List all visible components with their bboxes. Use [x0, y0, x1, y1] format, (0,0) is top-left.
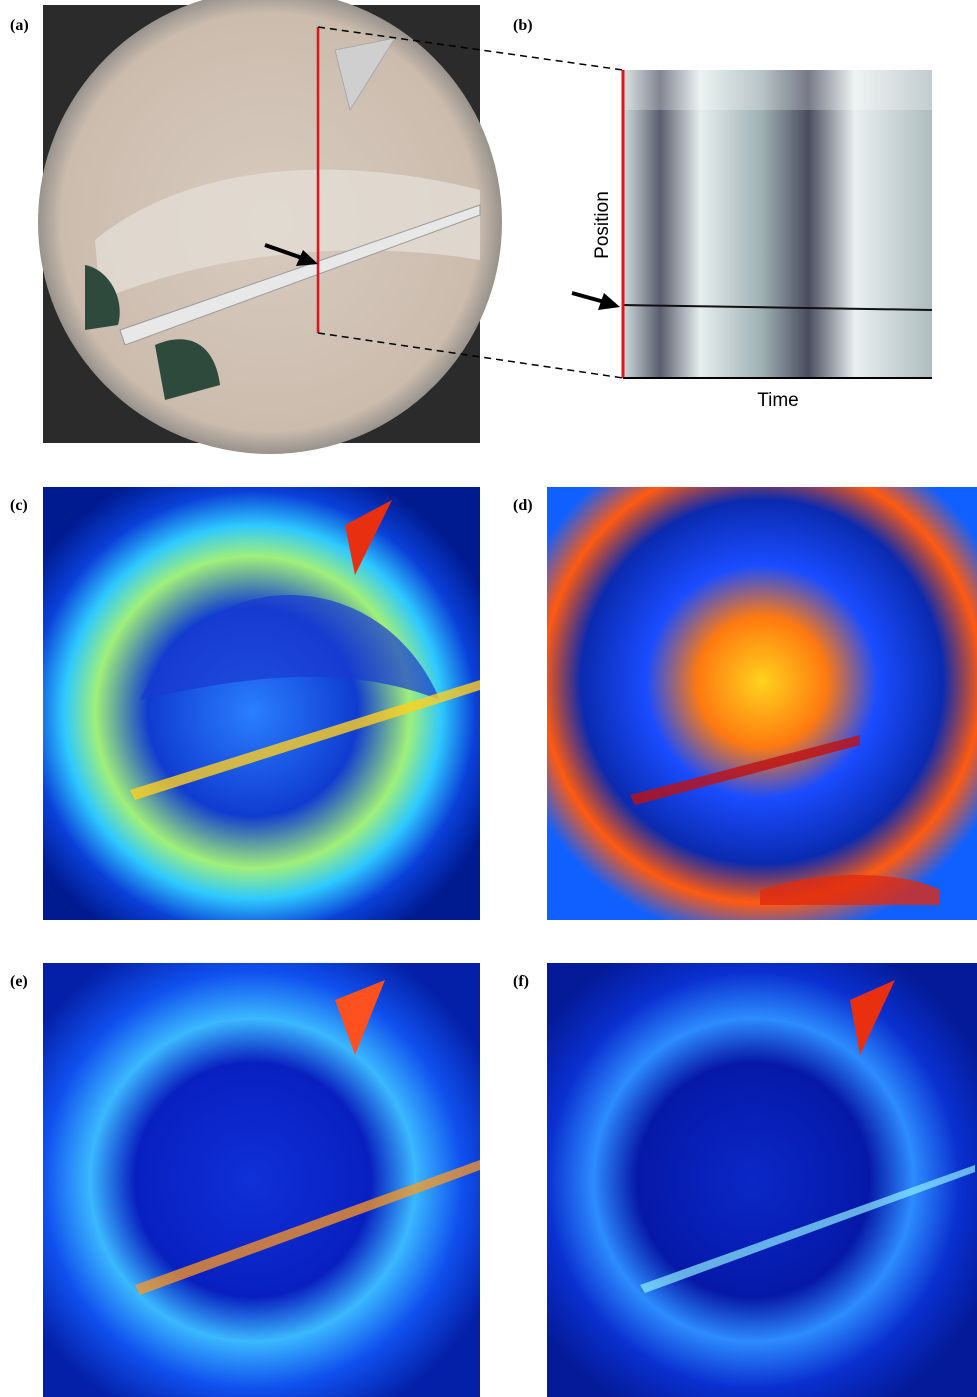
panel-label: (e) — [10, 973, 28, 990]
map-image — [43, 963, 480, 1397]
map-image — [547, 963, 977, 1397]
panel-label: (b) — [513, 17, 533, 34]
map-region — [760, 875, 940, 905]
kymograph-stripe — [622, 304, 933, 311]
map-panel — [43, 487, 480, 920]
map-region — [850, 980, 895, 1055]
tissue — [95, 169, 480, 300]
arrow-head — [296, 250, 318, 266]
map-region — [640, 1165, 975, 1293]
dark-region — [155, 339, 220, 400]
connector — [317, 26, 624, 71]
arrow — [264, 243, 306, 261]
photo-panel — [38, 0, 502, 454]
map-panel — [547, 487, 977, 920]
map-region — [335, 980, 385, 1055]
panel-label: (c) — [10, 497, 28, 514]
panel-label: (f) — [513, 973, 529, 990]
cable — [119, 204, 481, 346]
dark-region — [85, 265, 120, 330]
y-axis-label: Position — [592, 191, 613, 259]
map-region — [345, 500, 392, 575]
x-axis-label: Time — [757, 390, 799, 411]
arrow-head — [598, 293, 620, 310]
map-panel — [43, 963, 480, 1397]
connector — [317, 332, 624, 379]
marker — [334, 37, 397, 112]
map-region — [130, 680, 480, 800]
kymograph: Position Time — [571, 70, 933, 411]
map-region — [135, 1160, 480, 1295]
map-region — [630, 735, 860, 805]
map-region — [140, 595, 440, 700]
map-panel — [547, 963, 977, 1397]
kymograph-band — [623, 70, 932, 110]
map-image — [547, 487, 977, 920]
kymograph-image — [623, 70, 932, 378]
panel-label: (a) — [10, 17, 29, 34]
panel-label: (d) — [513, 497, 533, 514]
